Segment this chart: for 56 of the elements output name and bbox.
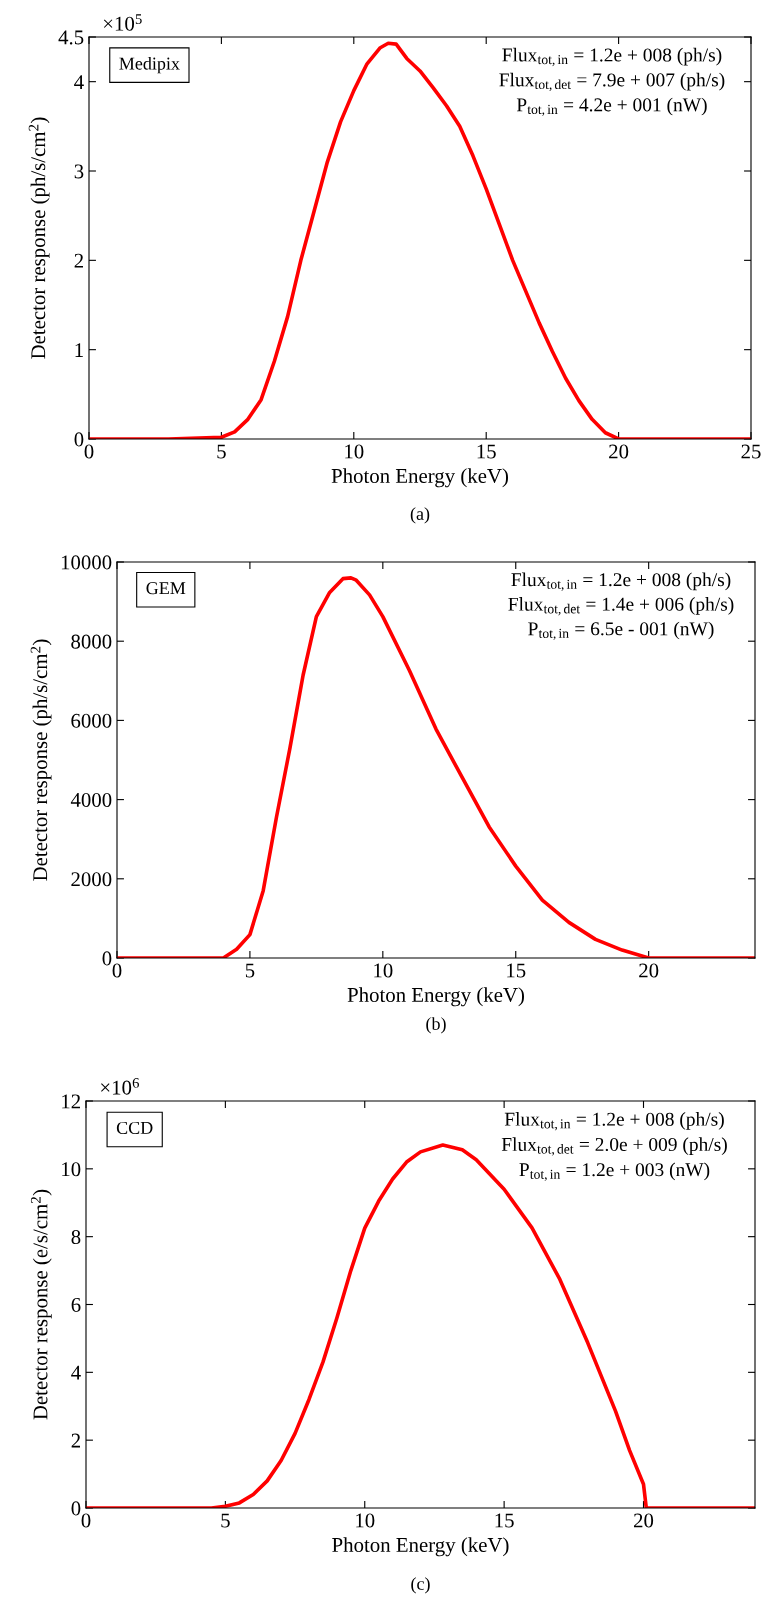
y-tick-label: 2000 <box>71 872 112 887</box>
x-tick-label: 10 <box>374 963 393 978</box>
text: (c) <box>411 1577 430 1594</box>
annotation: CCD <box>116 1121 153 1135</box>
annotation: GEM <box>146 582 186 595</box>
annotation: P$_{tot,in}$ = 6.5e - 001 (nW) <box>528 621 714 640</box>
x-tick-label: 0 <box>112 963 122 978</box>
y-tick-label: 10 <box>62 1162 81 1177</box>
x-tick-label: 25 <box>741 444 761 459</box>
y-tick-label: 6000 <box>71 713 112 728</box>
y-tick-label: 0 <box>71 1501 81 1516</box>
x-tick-label: 20 <box>634 1513 654 1528</box>
y-tick-label: 8 <box>71 1230 81 1245</box>
y-tick-label: 12 <box>62 1094 80 1109</box>
annotation: Medipix <box>119 56 180 74</box>
y-tick-label: 4 <box>71 1365 81 1380</box>
annotation: Flux$_{tot,det}$ = 7.9e + 007 (ph/s) <box>499 72 725 92</box>
x-axis-title: Photon Energy (keV) <box>332 1537 509 1557</box>
text: (b) <box>426 1017 446 1034</box>
y-axis-title: Detector response (ph/s/cm$^{2}$) <box>28 117 50 359</box>
y-tick-label: 10000 <box>61 555 112 570</box>
y-tick-label: 2 <box>74 253 83 268</box>
x-tick-label: 10 <box>345 444 364 459</box>
annotation: Flux$_{tot,in}$ = 1.2e + 008 (ph/s) <box>511 572 731 591</box>
x-tick-label: 15 <box>477 444 496 459</box>
text: (a) <box>410 507 430 524</box>
x-tick-label: 15 <box>495 1513 514 1528</box>
x-tick-label: 10 <box>356 1513 375 1528</box>
annotation: P$_{tot,in}$ = 4.2e + 001 (nW) <box>516 97 707 116</box>
x-axis-title: Photon Energy (keV) <box>347 987 524 1007</box>
y-tick-label: 4 <box>74 75 84 89</box>
y-axis-title: Detector response (e/s/cm$^{2}$) <box>30 1189 52 1420</box>
x-tick-label: 5 <box>245 963 255 978</box>
x-tick-label: 20 <box>639 963 659 978</box>
annotation: Flux$_{tot,det}$ = 1.4e + 006 (ph/s) <box>508 597 734 616</box>
y-tick-label: 4.5 <box>58 30 84 45</box>
y-tick-label: 0 <box>102 951 112 966</box>
y-tick-label: 3 <box>74 164 84 179</box>
y-tick-label: 8000 <box>71 634 112 649</box>
y-axis-title: Detector response (ph/s/cm$^{2}$) <box>30 639 52 881</box>
y-tick-label: 1 <box>75 343 83 357</box>
text: ×10$^{6}$ <box>101 1078 139 1095</box>
y-tick-label: 6 <box>71 1297 81 1312</box>
x-tick-label: 15 <box>507 963 526 978</box>
annotation: Flux$_{tot,det}$ = 2.0e + 009 (ph/s) <box>501 1137 727 1156</box>
x-tick-label: 20 <box>609 444 629 459</box>
x-tick-label: 5 <box>221 1513 230 1528</box>
annotation: P$_{tot,in}$ = 1.2e + 003 (nW) <box>519 1162 710 1181</box>
y-tick-label: 4000 <box>70 792 112 808</box>
annotation: Flux$_{tot,in}$ = 1.2e + 008 (ph/s) <box>502 47 722 67</box>
y-tick-label: 0 <box>74 432 84 447</box>
text: ×10$^{5}$ <box>103 14 142 31</box>
x-tick-label: 5 <box>217 444 226 459</box>
annotation: Flux$_{tot,in}$ = 1.2e + 008 (ph/s) <box>504 1112 724 1131</box>
x-axis-title: Photon Energy (keV) <box>331 468 508 488</box>
y-tick-label: 2 <box>71 1433 80 1448</box>
